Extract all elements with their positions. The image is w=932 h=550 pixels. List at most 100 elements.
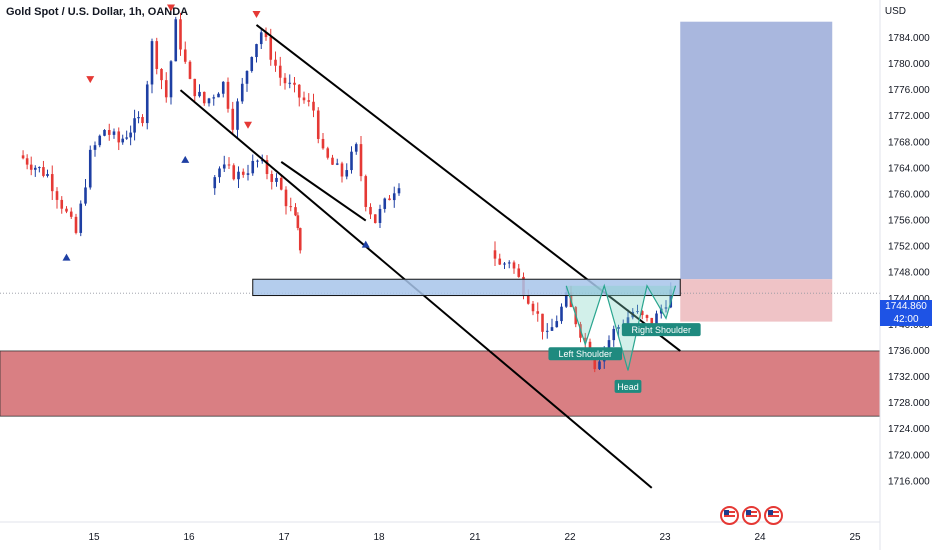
candle-up [545,330,549,332]
candle-up [145,84,149,124]
target-zone[interactable] [680,21,833,280]
candle-down [179,19,182,50]
price-tick-label: 1756.000 [888,216,930,227]
us-flag-icon[interactable] [764,506,783,525]
price-tick-label: 1768.000 [888,137,930,148]
candle-down [645,315,649,318]
price-tick-label: 1732.000 [888,372,930,383]
candle-up [383,198,387,209]
candle-down [231,108,235,130]
candle-up [212,97,216,99]
candle-down [226,81,230,109]
candle-down [583,337,587,342]
rising-trendline[interactable] [280,161,367,222]
swing-low-marker [361,240,370,248]
price-tick-label: 1728.000 [888,398,930,409]
candle-up [198,91,201,97]
candle-up [112,131,116,135]
candle-up [129,132,132,138]
candle-up [275,177,278,182]
candle-down [274,59,277,66]
candle-down [307,100,311,102]
candle-down [141,117,144,124]
candle-down [241,171,245,175]
candle-up [607,340,611,349]
candle-up [137,117,140,119]
candle-down [117,131,121,143]
pattern-label-box [614,379,642,393]
candle-down [321,138,325,149]
candle-down [227,164,231,166]
candle-down [312,101,315,111]
candle-down [326,148,330,158]
inverse-head-shoulders-pattern[interactable] [565,283,677,371]
candle-up [237,171,240,180]
candle-down [42,167,45,176]
candle-down [359,144,363,177]
price-tick-label: 1760.000 [888,189,930,200]
candle-down [265,160,269,175]
price-tick-label: 1744.000 [888,294,930,305]
candle-up [617,327,620,329]
price-axis[interactable]: 1784.000 1780.000 1776.000 1772.000 1768.000… [888,33,930,487]
candle-down [289,206,293,208]
candle-down [293,82,296,85]
neckline-zone[interactable] [252,278,681,297]
candle-down [493,250,497,259]
channel-upper-line[interactable] [255,24,681,352]
price-axis-unit: USD [884,6,906,17]
candle-down [340,163,344,177]
candle-down [369,206,372,215]
candle-up [626,317,630,326]
candle-down [531,303,535,312]
candle-up [669,289,673,308]
candle-up [93,145,97,150]
us-flag-icon[interactable] [720,506,739,525]
candle-up [250,57,254,71]
candle-down [21,155,25,159]
candle-down [74,216,78,233]
pattern-label-box [621,323,701,337]
demand-zone[interactable] [0,350,881,417]
candle-up [98,135,102,146]
swing-high-marker [167,4,175,12]
candle-up [84,187,87,204]
candle-up [169,61,173,98]
candle-up [354,144,358,152]
candle-down [55,191,59,200]
candle-up [174,19,178,62]
candle-down [536,311,540,314]
price-tick-label: 1772.000 [888,111,930,122]
candle-up [555,321,559,328]
bar-countdown-label: 42:00 [880,313,932,326]
candle-up [564,292,568,307]
swing-low-marker [181,155,190,163]
candle-down [316,110,320,139]
candle-up [350,151,353,171]
candle-down [232,165,236,180]
candle-up [46,174,49,176]
candle-down [650,317,654,328]
candle-down [65,208,68,212]
economic-events[interactable] [720,506,783,525]
candle-down [297,84,301,98]
time-axis[interactable]: 15 16 17 18 21 22 23 24 25 [88,532,861,543]
price-tick-label: 1784.000 [888,33,930,44]
candle-up [259,32,263,45]
candle-down [331,157,334,165]
candle-down [283,77,287,84]
time-tick-label: 17 [278,532,290,543]
candle-down [183,49,187,62]
candle-down [69,211,73,217]
price-tick-label: 1748.000 [888,268,930,279]
time-tick-label: 18 [373,532,385,543]
us-flag-icon[interactable] [742,506,761,525]
candle-down [278,65,282,78]
candle-up [150,41,154,85]
swing-high-marker [86,76,95,84]
candle-up [125,137,128,139]
stop-zone[interactable] [680,279,833,322]
candle-up [378,208,382,223]
candle-down [541,313,544,332]
